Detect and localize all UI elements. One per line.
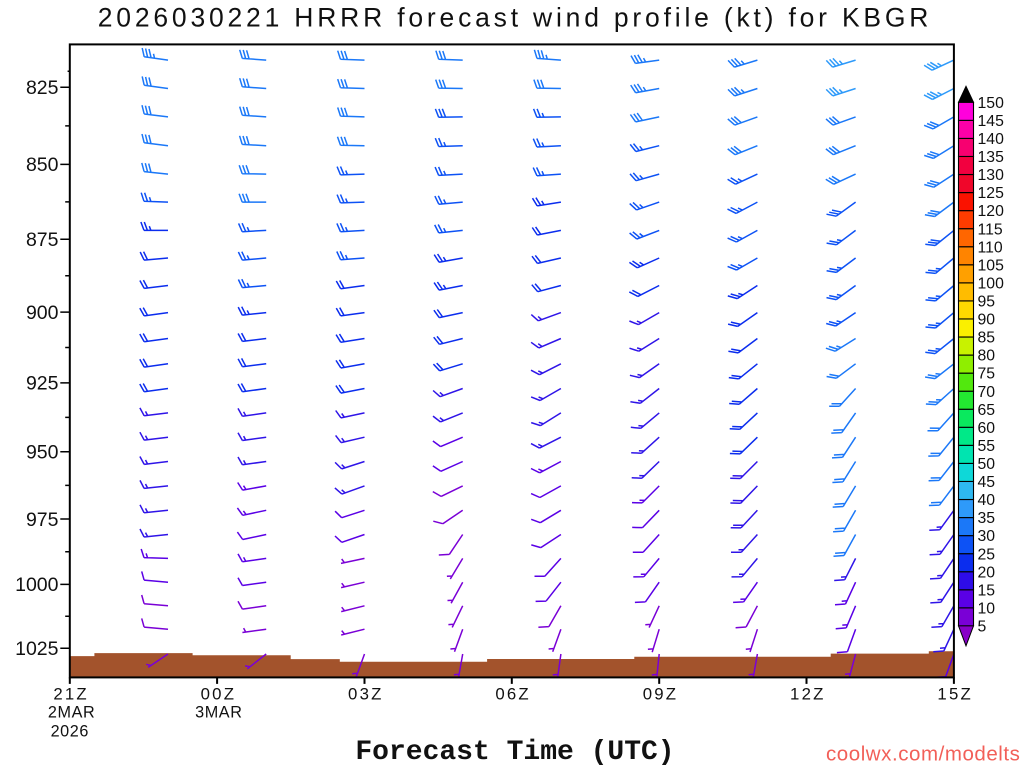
svg-text:35: 35 xyxy=(978,510,996,527)
svg-text:50: 50 xyxy=(978,456,996,473)
svg-text:900: 900 xyxy=(26,302,59,324)
svg-text:25: 25 xyxy=(978,546,996,563)
svg-text:150: 150 xyxy=(978,95,1005,112)
svg-text:09Z: 09Z xyxy=(643,684,679,703)
svg-text:140: 140 xyxy=(978,131,1005,148)
svg-text:950: 950 xyxy=(26,442,59,464)
svg-text:110: 110 xyxy=(978,239,1003,256)
svg-text:2026: 2026 xyxy=(51,722,89,740)
svg-text:65: 65 xyxy=(978,402,996,419)
svg-text:12Z: 12Z xyxy=(790,684,826,703)
svg-text:15: 15 xyxy=(978,582,996,599)
svg-text:21Z: 21Z xyxy=(53,684,89,703)
svg-text:125: 125 xyxy=(978,185,1005,202)
svg-text:130: 130 xyxy=(978,167,1005,184)
svg-text:2MAR: 2MAR xyxy=(48,703,95,721)
svg-text:00Z: 00Z xyxy=(201,684,237,703)
svg-text:1025: 1025 xyxy=(15,638,59,660)
svg-text:90: 90 xyxy=(978,312,996,329)
svg-text:120: 120 xyxy=(978,203,1005,220)
svg-text:20: 20 xyxy=(978,564,996,581)
svg-text:925: 925 xyxy=(26,373,59,395)
svg-text:40: 40 xyxy=(978,492,996,509)
svg-text:875: 875 xyxy=(26,229,59,251)
svg-text:5: 5 xyxy=(978,619,987,636)
svg-text:45: 45 xyxy=(978,474,996,491)
svg-text:75: 75 xyxy=(978,366,996,383)
svg-text:10: 10 xyxy=(978,600,996,617)
svg-text:975: 975 xyxy=(26,509,59,531)
svg-text:coolwx.com/modelts: coolwx.com/modelts xyxy=(826,743,1020,766)
svg-text:115: 115 xyxy=(978,221,1003,238)
svg-text:100: 100 xyxy=(978,276,1005,293)
svg-text:1000: 1000 xyxy=(15,574,59,596)
svg-text:2026030221 HRRR forecast wind: 2026030221 HRRR forecast wind profile (k… xyxy=(98,3,933,33)
svg-text:3MAR: 3MAR xyxy=(195,703,242,721)
svg-text:145: 145 xyxy=(978,113,1005,130)
svg-text:105: 105 xyxy=(978,257,1005,274)
svg-text:30: 30 xyxy=(978,528,996,545)
svg-text:95: 95 xyxy=(978,294,996,311)
svg-text:70: 70 xyxy=(978,384,996,401)
svg-text:135: 135 xyxy=(978,149,1005,166)
svg-text:80: 80 xyxy=(978,348,996,365)
svg-text:850: 850 xyxy=(26,154,59,176)
svg-text:825: 825 xyxy=(26,77,59,99)
svg-text:60: 60 xyxy=(978,420,996,437)
svg-text:03Z: 03Z xyxy=(348,684,384,703)
svg-text:15Z: 15Z xyxy=(937,684,973,703)
svg-text:55: 55 xyxy=(978,438,996,455)
svg-text:85: 85 xyxy=(978,330,996,347)
svg-text:Forecast Time (UTC): Forecast Time (UTC) xyxy=(355,737,674,768)
svg-text:06Z: 06Z xyxy=(495,684,531,703)
